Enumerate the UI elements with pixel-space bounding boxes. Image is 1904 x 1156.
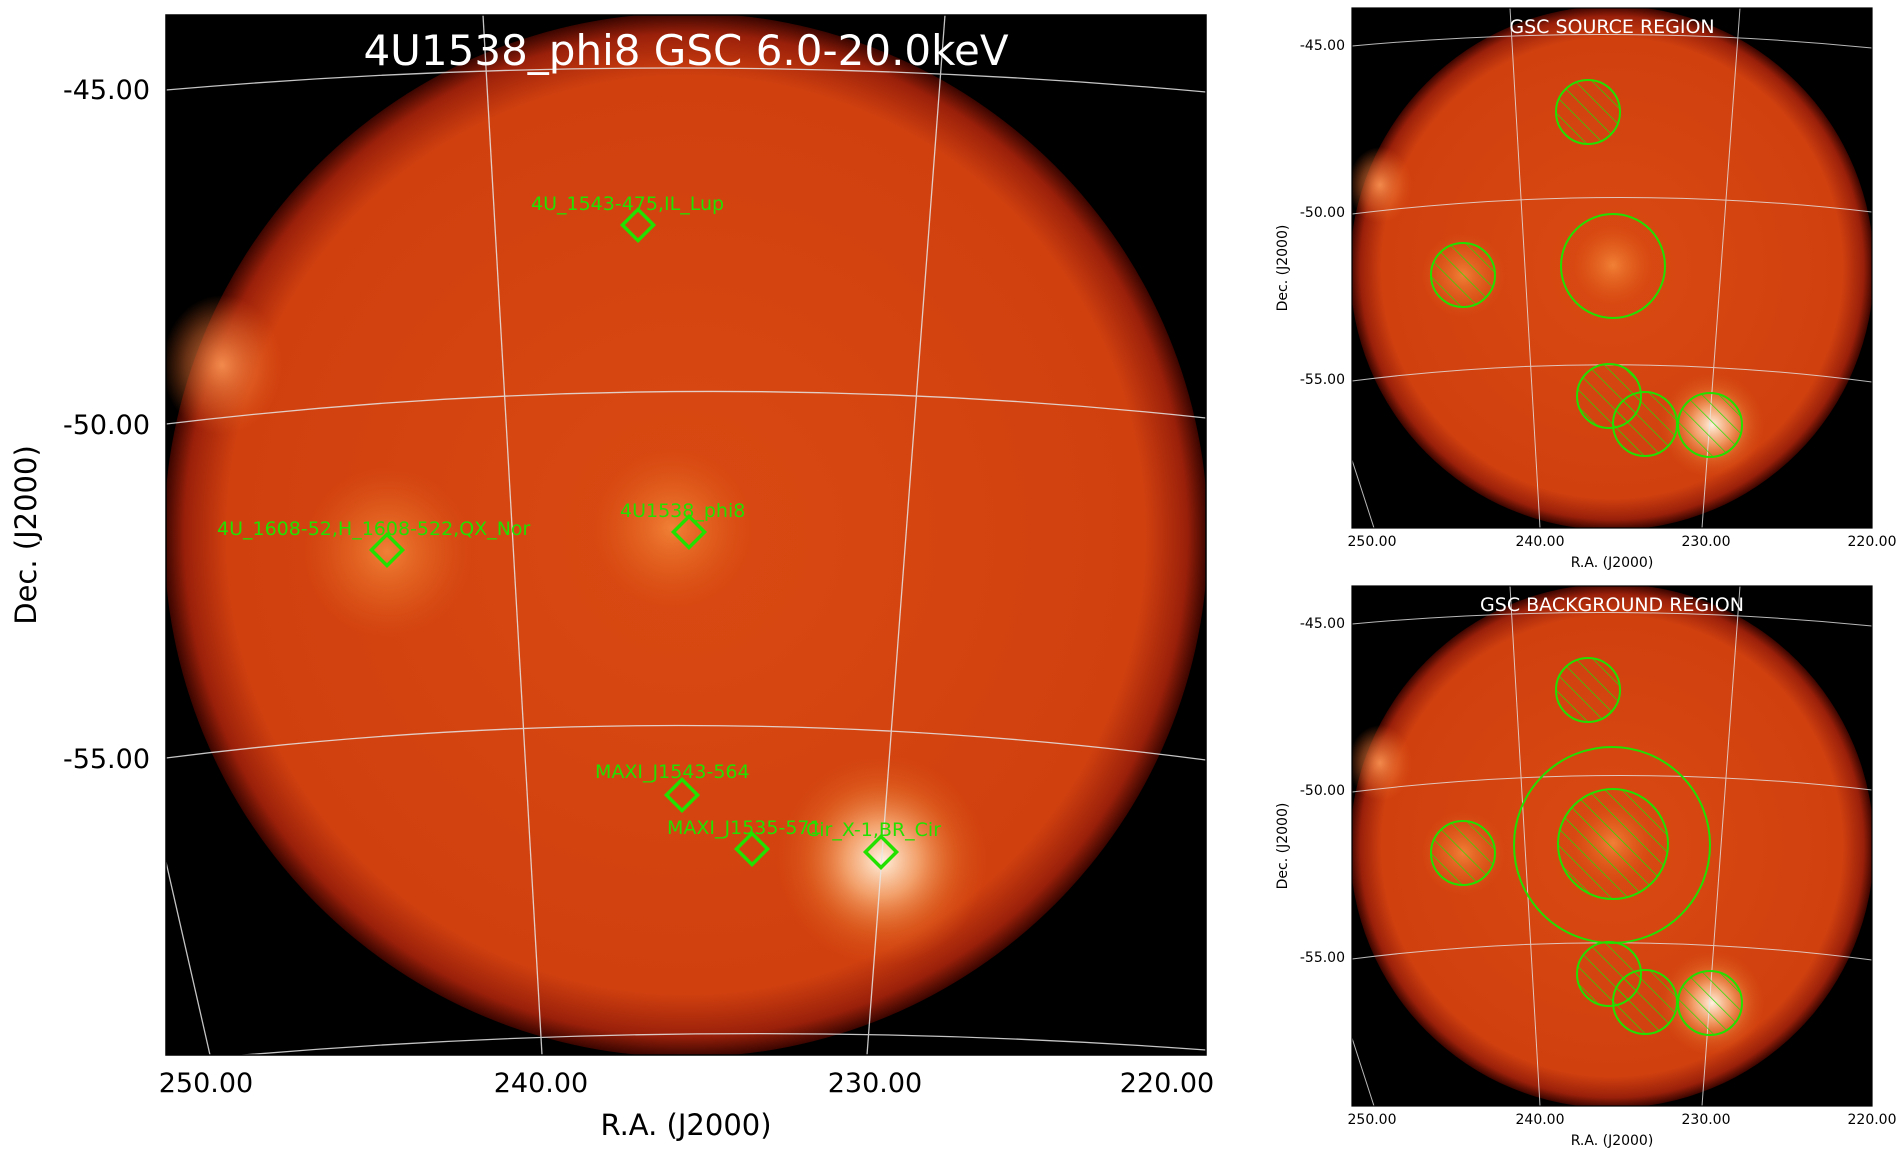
main-x-tick-labels: 250.00 240.00 230.00 220.00	[159, 1068, 1214, 1099]
source-y-tick-label: -50.00	[1300, 205, 1345, 221]
main-y-axis-label: Dec. (J2000)	[9, 445, 43, 625]
background-y-tick-label: -55.00	[1300, 950, 1345, 966]
source-plot-frame	[1351, 7, 1873, 529]
background-y-tick-label: -45.00	[1300, 616, 1345, 632]
source-marker-qx-nor	[368, 531, 406, 569]
source-x-tick-label: 230.00	[1682, 534, 1731, 550]
background-plot-frame	[1351, 585, 1873, 1107]
source-regions	[1430, 79, 1743, 458]
main-y-tick-label: -50.00	[63, 410, 150, 441]
excluded-region-il-lup	[1555, 79, 1621, 145]
source-label-maxi-j1535: MAXI_J1535-571	[667, 817, 822, 839]
background-x-tick-label: 240.00	[1516, 1112, 1565, 1128]
source-marker-target	[670, 513, 708, 551]
main-coordinate-grid	[166, 15, 1206, 1055]
source-label-maxi-j1543: MAXI_J1543-564	[595, 761, 750, 783]
main-plot-frame	[165, 14, 1207, 1056]
excluded-region-source	[1557, 788, 1669, 900]
main-title: 4U1538_phi8 GSC 6.0-20.0keV	[363, 26, 1008, 75]
source-x-axis-label: R.A. (J2000)	[1571, 555, 1654, 571]
background-x-axis-label: R.A. (J2000)	[1571, 1133, 1654, 1149]
background-x-tick-label: 220.00	[1848, 1112, 1897, 1128]
main-y-tick-labels: -45.00 -50.00 -55.00	[63, 75, 150, 775]
background-regions	[1430, 657, 1743, 1036]
source-label-qx-nor: 4U_1608-52,H_1608-522,QX_Nor	[217, 518, 531, 540]
main-panel: 4U_1543-475,IL_Lup 4U_1608-52,H_1608-522…	[9, 14, 1214, 1142]
background-y-tick-labels: -45.00 -50.00 -55.00	[1300, 616, 1345, 966]
background-x-tick-label: 250.00	[1348, 1112, 1397, 1128]
source-x-tick-label: 240.00	[1516, 534, 1565, 550]
excluded-region-maxi-j1535	[1612, 391, 1678, 457]
background-region-panel: GSC BACKGROUND REGION -45.00 -50.00 -55.…	[1275, 585, 1897, 1149]
excluded-region-cir-x1	[1677, 392, 1743, 458]
main-edge-glow	[166, 295, 282, 435]
excluded-region-qx-nor	[1430, 242, 1496, 308]
source-marker-il-lup	[619, 206, 657, 244]
source-marker-maxi-j1535	[733, 830, 771, 868]
main-glow-target	[592, 448, 752, 608]
source-label-cir-x1: Cir_X-1,BR_Cir	[806, 819, 941, 841]
source-y-tick-label: -45.00	[1300, 38, 1345, 54]
source-glow-target	[1573, 225, 1653, 305]
background-x-tick-label: 230.00	[1682, 1112, 1731, 1128]
source-region-panel: GSC SOURCE REGION -45.00 -50.00 -55.00 2…	[1275, 7, 1897, 571]
background-x-tick-labels: 250.00 240.00 230.00 220.00	[1348, 1112, 1897, 1128]
source-y-axis-label: Dec. (J2000)	[1275, 225, 1291, 312]
main-x-tick-label: 250.00	[159, 1068, 253, 1099]
source-edge-glow	[1352, 147, 1412, 223]
source-x-tick-label: 250.00	[1348, 534, 1397, 550]
excluded-region-il-lup	[1555, 657, 1621, 723]
source-x-tick-labels: 250.00 240.00 230.00 220.00	[1348, 534, 1897, 550]
excluded-region-maxi-j1535	[1612, 969, 1678, 1035]
main-source-labels: 4U_1543-475,IL_Lup 4U_1608-52,H_1608-522…	[217, 193, 941, 841]
source-y-tick-labels: -45.00 -50.00 -55.00	[1300, 38, 1345, 388]
main-y-tick-label: -45.00	[63, 75, 150, 106]
main-glow-qx-nor	[302, 467, 472, 637]
background-y-tick-label: -50.00	[1300, 783, 1345, 799]
background-panel-title: GSC BACKGROUND REGION	[1480, 594, 1744, 616]
main-x-axis-label: R.A. (J2000)	[600, 1108, 771, 1142]
source-marker-maxi-j1543	[663, 776, 701, 814]
source-marker-cir-x1	[862, 833, 900, 871]
background-edge-glow	[1352, 725, 1412, 801]
main-x-tick-label: 220.00	[1120, 1068, 1214, 1099]
main-source-markers	[368, 206, 900, 871]
source-panel-title: GSC SOURCE REGION	[1509, 16, 1714, 38]
source-x-tick-label: 220.00	[1848, 534, 1897, 550]
main-x-tick-label: 240.00	[494, 1068, 588, 1099]
background-y-axis-label: Dec. (J2000)	[1275, 803, 1291, 890]
source-label-il-lup: 4U_1543-475,IL_Lup	[531, 193, 724, 215]
excluded-region-cir-x1	[1677, 970, 1743, 1036]
source-extraction-circle	[1560, 213, 1666, 319]
main-x-tick-label: 230.00	[828, 1068, 922, 1099]
main-y-tick-label: -55.00	[63, 744, 150, 775]
excluded-region-qx-nor	[1430, 820, 1496, 886]
source-y-tick-label: -55.00	[1300, 372, 1345, 388]
source-label-target: 4U1538_phi8	[620, 500, 745, 522]
